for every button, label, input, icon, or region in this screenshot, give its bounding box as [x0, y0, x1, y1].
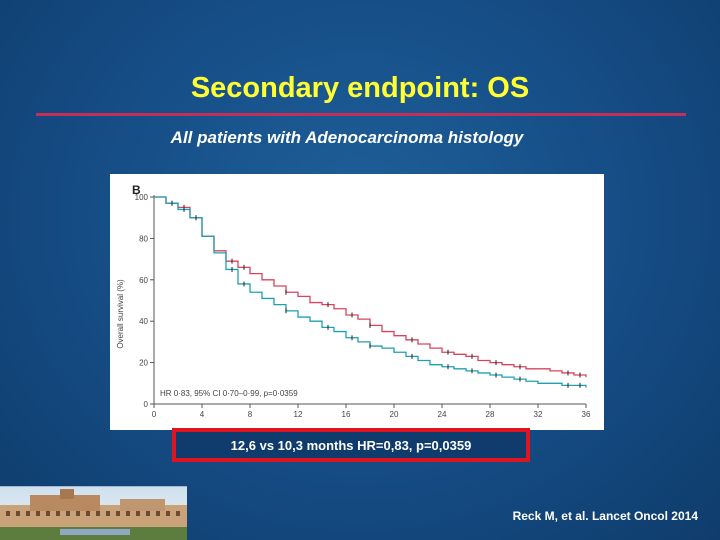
x-tick-label-12: 12 [294, 410, 303, 419]
y-tick-label-20: 20 [139, 359, 148, 368]
slide-title: Secondary endpoint: OS [190, 72, 530, 104]
result-highlight-box: 12,6 vs 10,3 months HR=0,83, p=0,0359 [172, 428, 530, 462]
survival-curve-2 [154, 196, 587, 388]
building-photo [0, 486, 187, 540]
y-tick-label-0: 0 [144, 400, 149, 409]
title-divider [36, 113, 686, 116]
x-tick-label-20: 20 [390, 410, 399, 419]
survival-chart-panel: B Overall survival (%) HR 0·83, 95% CI 0… [110, 174, 604, 430]
x-tick-label-4: 4 [200, 410, 205, 419]
chart-panel-label: B [132, 183, 141, 197]
y-tick-label-100: 100 [135, 193, 149, 202]
y-tick-label-60: 60 [139, 276, 148, 285]
x-tick-label-24: 24 [438, 410, 447, 419]
x-tick-label-0: 0 [152, 410, 157, 419]
x-tick-label-36: 36 [582, 410, 591, 419]
survival-curve-1 [154, 196, 587, 378]
x-tick-label-28: 28 [486, 410, 495, 419]
result-text: 12,6 vs 10,3 months HR=0,83, p=0,0359 [230, 437, 472, 453]
y-tick-label-40: 40 [139, 317, 148, 326]
y-tick-label-80: 80 [139, 234, 148, 243]
chart-hr-annotation: HR 0·83, 95% CI 0·70–0·99, p=0·0359 [160, 389, 298, 398]
slide-subtitle: All patients with Adenocarcinoma histolo… [170, 128, 524, 147]
chart-y-axis-label: Overall survival (%) [116, 279, 125, 349]
survival-chart: B Overall survival (%) HR 0·83, 95% CI 0… [116, 183, 591, 419]
x-tick-label-32: 32 [534, 410, 543, 419]
x-tick-label-8: 8 [248, 410, 253, 419]
x-tick-label-16: 16 [342, 410, 351, 419]
citation-text: Reck M, et al. Lancet Oncol 2014 [512, 509, 698, 523]
